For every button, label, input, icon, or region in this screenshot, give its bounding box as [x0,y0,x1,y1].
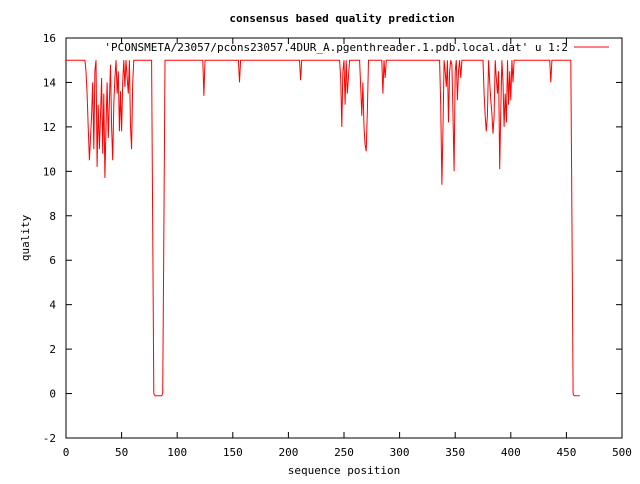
x-axis-label: sequence position [288,464,401,477]
y-tick-label: 4 [49,299,56,312]
y-tick-label: 16 [43,32,56,45]
legend-series-label: 'PCONSMETA/23057/pcons23057.4DUR_A.pgent… [104,41,568,54]
chart-title: consensus based quality prediction [229,12,454,25]
y-tick-label: 14 [43,76,57,89]
series-layer [66,59,580,397]
legend: 'PCONSMETA/23057/pcons23057.4DUR_A.pgent… [104,41,609,54]
x-tick-label: 500 [612,446,632,459]
y-tick-label: 12 [43,121,56,134]
y-tick-label: -2 [43,432,56,445]
x-axis-ticks: 0 50 100 150 200 250 300 350 400 450 500 [63,38,632,459]
x-tick-label: 150 [223,446,243,459]
y-tick-label: 6 [49,254,56,267]
y-tick-label: 0 [49,388,56,401]
plot-frame [65,37,623,439]
x-tick-label: 300 [390,446,410,459]
y-axis-label: quality [19,214,32,261]
x-tick-label: 100 [167,446,187,459]
x-tick-label: 400 [501,446,521,459]
x-tick-label: 0 [63,446,70,459]
x-tick-label: 200 [278,446,298,459]
x-tick-label: 250 [334,446,354,459]
x-tick-label: 50 [115,446,128,459]
x-tick-label: 350 [445,446,465,459]
y-tick-label: 2 [49,343,56,356]
y-axis-ticks: -2 0 2 4 6 8 10 12 14 16 [43,32,622,445]
x-tick-label: 450 [556,446,576,459]
y-tick-label: 10 [43,165,56,178]
series-line [66,59,580,397]
y-tick-label: 8 [49,210,56,223]
